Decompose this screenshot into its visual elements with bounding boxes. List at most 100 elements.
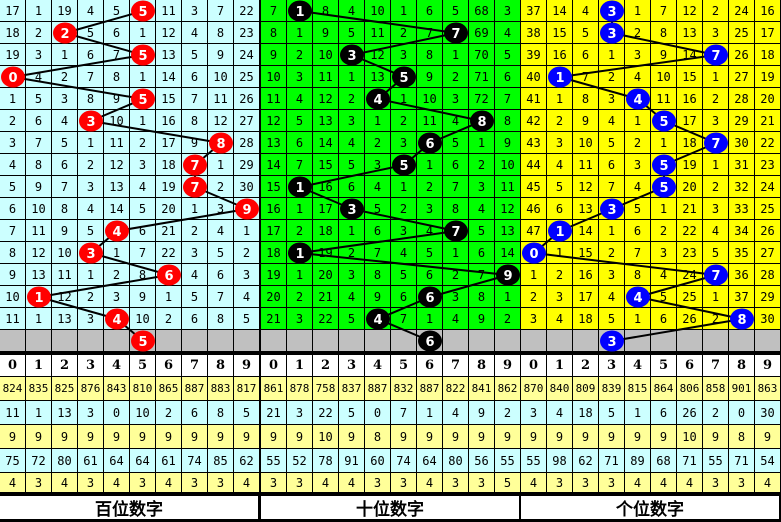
- forecast-cell: [182, 330, 208, 352]
- draw-cell: [287, 176, 313, 198]
- stat-cell: 9: [443, 425, 469, 449]
- miss-cell: 1: [625, 0, 651, 22]
- miss-cell: 6: [417, 264, 443, 286]
- stat-cell: 5: [339, 401, 365, 425]
- miss-cell: 27: [729, 66, 755, 88]
- miss-cell: 26: [729, 44, 755, 66]
- stat-cell: 864: [651, 377, 677, 401]
- draw-cell: [599, 0, 625, 22]
- stat-cell: 3: [182, 473, 208, 493]
- miss-cell: 8: [365, 264, 391, 286]
- stat-cell: 835: [26, 377, 52, 401]
- stat-cell: 3: [443, 473, 469, 493]
- miss-cell: 6: [443, 154, 469, 176]
- miss-cell: 4: [182, 22, 208, 44]
- miss-cell: 5: [234, 308, 260, 330]
- miss-cell: 18: [755, 44, 781, 66]
- miss-cell: 4: [130, 176, 156, 198]
- miss-cell: 1: [495, 286, 521, 308]
- miss-cell: 9: [469, 308, 495, 330]
- miss-cell: 8: [182, 110, 208, 132]
- stat-cell: 6: [651, 401, 677, 425]
- draw-cell: [599, 22, 625, 44]
- draw-cell: [78, 110, 104, 132]
- miss-cell: 9: [0, 264, 26, 286]
- draw-cell: [130, 44, 156, 66]
- miss-cell: 3: [547, 132, 573, 154]
- miss-cell: 45: [521, 176, 547, 198]
- miss-cell: 2: [521, 286, 547, 308]
- miss-cell: 3: [234, 264, 260, 286]
- miss-cell: 21: [156, 220, 182, 242]
- panel-title: 十位数字: [261, 496, 519, 520]
- stat-cell: 61: [78, 449, 104, 473]
- stat-cell: 870: [521, 377, 547, 401]
- draw-cell: [651, 154, 677, 176]
- miss-cell: 3: [78, 176, 104, 198]
- miss-cell: 6: [182, 308, 208, 330]
- miss-cell: 5: [703, 242, 729, 264]
- miss-cell: 9: [417, 66, 443, 88]
- miss-cell: 25: [677, 286, 703, 308]
- miss-cell: 9: [130, 286, 156, 308]
- digit-header: 8: [469, 355, 495, 377]
- miss-cell: 21: [261, 308, 287, 330]
- stat-cell: 9: [0, 425, 26, 449]
- miss-cell: 8: [78, 88, 104, 110]
- stat-cell: 815: [625, 377, 651, 401]
- miss-cell: 40: [521, 66, 547, 88]
- forecast-cell: [443, 330, 469, 352]
- stat-cell: 9: [261, 425, 287, 449]
- stat-cell: 4: [625, 473, 651, 493]
- miss-cell: 13: [313, 110, 339, 132]
- stat-cell: 7: [391, 401, 417, 425]
- miss-cell: 4: [52, 110, 78, 132]
- miss-cell: 6: [417, 0, 443, 22]
- miss-cell: 3: [26, 44, 52, 66]
- digit-header: 6: [677, 355, 703, 377]
- miss-cell: 1: [287, 198, 313, 220]
- miss-cell: 2: [339, 88, 365, 110]
- miss-cell: 8: [417, 44, 443, 66]
- draw-cell: [156, 264, 182, 286]
- miss-cell: 7: [599, 176, 625, 198]
- miss-cell: 2: [130, 132, 156, 154]
- digit-header: 2: [52, 355, 78, 377]
- stat-cell: 22: [313, 401, 339, 425]
- miss-cell: 19: [677, 154, 703, 176]
- miss-cell: 3: [287, 308, 313, 330]
- stat-cell: 68: [651, 449, 677, 473]
- miss-cell: 19: [755, 66, 781, 88]
- miss-cell: 2: [495, 308, 521, 330]
- stat-cell: 21: [261, 401, 287, 425]
- miss-cell: 4: [547, 308, 573, 330]
- forecast-cell: [26, 330, 52, 352]
- digit-header: 4: [104, 355, 130, 377]
- stat-cell: 10: [677, 425, 703, 449]
- miss-cell: 12: [156, 22, 182, 44]
- miss-cell: 25: [234, 66, 260, 88]
- stat-cell: 9: [495, 425, 521, 449]
- miss-cell: 2: [156, 308, 182, 330]
- miss-cell: 13: [677, 22, 703, 44]
- miss-cell: 1: [234, 220, 260, 242]
- miss-cell: 1: [651, 132, 677, 154]
- stat-cell: 55: [495, 449, 521, 473]
- miss-cell: 6: [599, 154, 625, 176]
- miss-cell: 6: [625, 220, 651, 242]
- miss-cell: 24: [755, 176, 781, 198]
- miss-cell: 36: [729, 264, 755, 286]
- miss-cell: 24: [234, 44, 260, 66]
- forecast-cell: [729, 330, 755, 352]
- miss-cell: 3: [78, 308, 104, 330]
- stat-cell: 3: [599, 473, 625, 493]
- stat-cell: 4: [52, 473, 78, 493]
- miss-cell: 10: [261, 66, 287, 88]
- miss-cell: 2: [78, 286, 104, 308]
- miss-cell: 5: [417, 242, 443, 264]
- miss-cell: 2: [443, 264, 469, 286]
- miss-cell: 3: [52, 88, 78, 110]
- miss-cell: 4: [78, 198, 104, 220]
- miss-cell: 7: [208, 286, 234, 308]
- miss-cell: 5: [391, 264, 417, 286]
